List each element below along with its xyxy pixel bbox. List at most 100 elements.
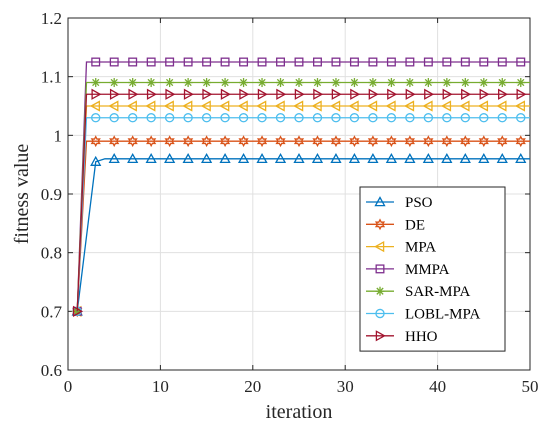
data-point (386, 78, 396, 88)
series-sar-mpa (72, 78, 530, 316)
legend-label: DE (405, 217, 425, 233)
data-point (165, 78, 175, 88)
data-point (386, 113, 397, 123)
data-point (202, 78, 212, 88)
data-point (331, 57, 341, 67)
data-point (274, 100, 285, 112)
data-point (128, 78, 138, 88)
legend-marker (375, 264, 385, 274)
data-point (164, 135, 175, 148)
data-point (127, 152, 139, 164)
data-point (496, 100, 507, 112)
data-point (460, 57, 470, 67)
data-point (441, 152, 453, 164)
data-point (459, 152, 471, 164)
data-point (127, 135, 138, 148)
data-point (422, 152, 434, 164)
data-point (423, 78, 433, 88)
series-lines (71, 57, 530, 318)
data-point (182, 152, 194, 164)
series-hho (72, 88, 530, 317)
data-point (146, 113, 156, 123)
data-point (164, 113, 175, 123)
data-point (146, 78, 156, 88)
y-tick-label: 1.2 (41, 9, 62, 28)
data-point (91, 57, 101, 67)
data-point (256, 152, 268, 164)
data-point (497, 113, 507, 123)
axes: 0 10 20 30 40 50 0.6 0.7 0.8 0.9 1 1.1 1.2 (41, 9, 539, 396)
data-point (72, 305, 84, 317)
x-tick-label: 40 (429, 377, 446, 396)
series-de (72, 135, 530, 318)
data-point (515, 135, 526, 148)
data-point (294, 113, 304, 123)
data-point (275, 135, 286, 148)
data-point (405, 113, 415, 123)
data-point (239, 78, 249, 88)
data-point (183, 57, 193, 67)
data-point (349, 78, 359, 88)
data-point (514, 100, 526, 112)
legend-label: MPA (405, 240, 436, 256)
data-point (201, 135, 212, 148)
legend-label: LOBL-MPA (405, 307, 480, 323)
y-tick-label: 0.8 (41, 244, 62, 263)
series-line (76, 158, 530, 312)
legend-item: HHO (366, 329, 438, 345)
data-point (109, 88, 121, 100)
data-point (109, 135, 120, 148)
data-point (165, 88, 176, 100)
data-point (128, 57, 138, 67)
x-tick-label: 30 (337, 377, 354, 396)
data-point (90, 135, 101, 148)
series-line (76, 105, 530, 312)
legend-marker (375, 286, 385, 296)
data-point (404, 135, 415, 148)
legend-label: HHO (405, 329, 438, 345)
data-point (311, 152, 324, 164)
data-point (256, 100, 267, 112)
data-point (238, 135, 249, 148)
data-point (385, 152, 398, 164)
data-point (294, 57, 304, 67)
data-point (349, 135, 360, 148)
data-point (479, 113, 489, 123)
data-point (479, 57, 489, 67)
data-point (276, 78, 286, 88)
data-point (331, 113, 341, 123)
data-point (257, 113, 267, 123)
legend-item: MMPA (366, 262, 450, 278)
data-point (257, 57, 267, 67)
data-point (498, 88, 509, 100)
x-axis-label: iteration (266, 401, 333, 423)
data-point (330, 135, 342, 148)
legend-marker (374, 196, 386, 207)
data-point (109, 78, 119, 88)
legend-label: SAR-MPA (405, 284, 470, 300)
data-point (219, 135, 231, 148)
data-point (202, 57, 212, 67)
data-point (460, 78, 470, 88)
data-point (164, 152, 176, 164)
data-point (257, 78, 267, 88)
data-point (442, 88, 453, 100)
data-point (108, 152, 120, 164)
data-point (238, 113, 249, 123)
data-point (497, 135, 508, 148)
data-point (459, 100, 470, 112)
data-point (127, 113, 138, 123)
data-point (293, 100, 304, 112)
data-point (145, 100, 156, 112)
data-point (330, 152, 342, 164)
data-point (367, 152, 379, 164)
data-point (477, 100, 489, 112)
y-axis-label: fitness value (11, 144, 33, 245)
data-point (497, 57, 507, 67)
x-tick-label: 0 (64, 377, 73, 396)
legend-marker (374, 240, 385, 253)
data-point (313, 57, 322, 67)
data-point (202, 88, 213, 100)
data-point (350, 88, 361, 100)
